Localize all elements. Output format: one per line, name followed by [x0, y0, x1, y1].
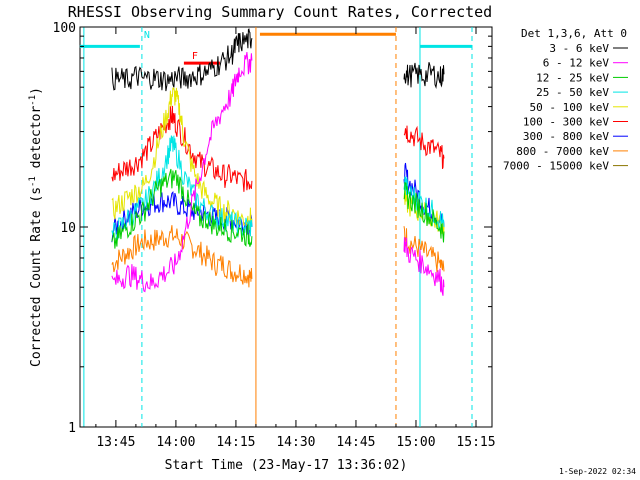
legend-label: 50 - 100 keV: [530, 101, 610, 114]
x-axis-label: Start Time (23-May-17 13:36:02): [165, 458, 408, 473]
x-tick-label: 13:45: [96, 435, 135, 450]
x-tick-label: 15:00: [396, 435, 435, 450]
x-tick-label: 14:30: [276, 435, 315, 450]
series-line-6-12-kev: [111, 52, 253, 293]
series-line-800-7000-kev-late: [403, 226, 445, 273]
y-axis: 1 10 100: [53, 21, 492, 436]
series-line-3-6-kev: [111, 28, 253, 92]
annotation-label: N: [144, 30, 150, 41]
timestamp: 1-Sep-2022 02:34: [559, 467, 636, 476]
legend-label: 3 - 6 keV: [549, 42, 609, 55]
y-axis-label: Corrected Count Rate (s-1 detector-1): [28, 87, 44, 367]
x-tick-label: 15:15: [456, 435, 495, 450]
y-tick-label: 1: [68, 421, 76, 436]
plot-area: NF: [79, 26, 493, 428]
annotation-label: F: [192, 51, 198, 62]
x-tick-label: 14:00: [156, 435, 195, 450]
series-line-3-6-kev-late: [403, 62, 445, 90]
y-tick-label: 100: [53, 21, 76, 36]
series-line-12-25-kev-late: [403, 181, 445, 243]
legend-header: Det 1,3,6, Att 0: [521, 27, 627, 40]
chart-title: RHESSI Observing Summary Count Rates, Co…: [68, 3, 492, 21]
series-line-50-100-kev: [111, 87, 253, 231]
series-line-25-50-kev: [111, 135, 253, 243]
x-axis: 13:45 14:00 14:15 14:30 14:45 15:00 15:15: [95, 27, 496, 450]
x-tick-label: 14:45: [336, 435, 375, 450]
legend-label: 6 - 12 keV: [543, 57, 610, 70]
legend-label: 300 - 800 keV: [523, 130, 609, 143]
series-line-6-12-kev-late: [403, 237, 445, 296]
y-tick-label: 10: [60, 221, 76, 236]
legend-label: 100 - 300 keV: [523, 116, 609, 129]
series-line-800-7000-kev: [111, 225, 253, 288]
x-tick-label: 14:15: [216, 435, 255, 450]
legend-label: 25 - 50 keV: [536, 86, 609, 99]
series-line-100-300-kev: [111, 105, 253, 192]
series-line-100-300-kev-late: [403, 125, 445, 170]
legend-label: 800 - 7000 keV: [516, 145, 609, 158]
legend-label: 12 - 25 keV: [536, 71, 609, 84]
series-line-12-25-kev: [111, 168, 253, 249]
legend-label: 7000 - 15000 keV: [503, 160, 609, 173]
